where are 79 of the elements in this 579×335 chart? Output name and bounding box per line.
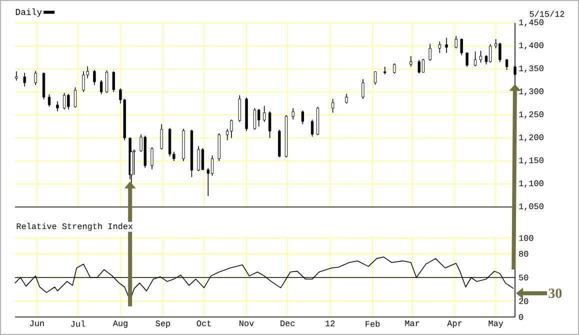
candlestick [197, 146, 200, 172]
candlestick [505, 58, 508, 70]
candlestick [201, 148, 204, 171]
x-tick-label: Apr [447, 320, 462, 328]
candlestick [362, 78, 364, 100]
x-tick-label: Mar [405, 320, 420, 326]
candlestick [105, 70, 108, 94]
y-tick-label: 1,300 [519, 88, 544, 96]
candlestick [93, 70, 96, 86]
candlestick [474, 51, 477, 67]
candlestick [230, 119, 233, 138]
text: 5/15/12 [530, 10, 564, 17]
y-tick-label: 0 [519, 314, 524, 320]
y-tick-label: 1,150 [519, 157, 544, 165]
x-tick-label: 12 [326, 320, 335, 326]
candlestick [257, 108, 260, 127]
x-tick-label: Aug [112, 320, 128, 328]
candlestick [34, 70, 37, 86]
candlestick [393, 63, 396, 74]
legend-label: Daily [16, 8, 42, 17]
candlestick [466, 52, 468, 68]
candlestick [310, 119, 314, 138]
candlestick [384, 66, 386, 75]
candlestick [210, 155, 214, 176]
candlestick [445, 37, 448, 54]
x-tick-label: Dec [280, 320, 295, 326]
x-tick-label: Sep [156, 320, 170, 328]
candlestick [48, 94, 51, 108]
candlestick [262, 105, 266, 122]
candlestick [56, 100, 59, 112]
candlestick [67, 93, 70, 110]
candlestick [454, 35, 458, 49]
x-tick-label: Feb [366, 320, 380, 327]
x-tick-label: Nov [240, 320, 254, 326]
candlestick [374, 70, 377, 86]
candlestick [42, 72, 46, 100]
candlestick [418, 59, 420, 74]
y-tick-label: 100 [519, 235, 534, 241]
candlestick [15, 70, 18, 81]
y-tick-label: 50 [519, 274, 528, 280]
text: 30 [548, 288, 562, 298]
candlestick [479, 50, 482, 63]
candlestick [160, 124, 163, 150]
x-tick-label: Jul [71, 320, 86, 327]
candlestick [410, 56, 412, 68]
candlestick [100, 80, 103, 95]
y-tick-label: 80 [519, 250, 528, 257]
y-tick-label: 1,100 [519, 180, 544, 188]
y-tick-label: 1,450 [519, 19, 544, 27]
candlestick [460, 38, 463, 56]
candlestick [112, 70, 115, 92]
chart-title: Relative Strength Index [16, 222, 133, 231]
candlestick [238, 94, 242, 122]
y-tick-label: 1,050 [519, 203, 544, 211]
candlestick [82, 70, 85, 92]
candlestick [268, 110, 272, 138]
candlestick [292, 108, 294, 120]
candlestick [428, 43, 432, 62]
y-tick-label: 1,400 [519, 42, 544, 50]
candlestick [331, 98, 334, 114]
candlestick [150, 146, 154, 170]
candlestick [218, 133, 220, 162]
x-tick-label: May [488, 320, 504, 328]
x-tick-label: Jun [30, 320, 44, 326]
y-tick-label: 1,350 [519, 65, 544, 73]
candlestick [301, 110, 304, 125]
candlestick [74, 87, 77, 108]
x-tick-label: Oct [196, 320, 211, 326]
candlestick [438, 41, 442, 54]
candlestick [23, 72, 26, 87]
candlestick [489, 44, 492, 63]
candlestick [253, 108, 256, 130]
candlestick [345, 93, 348, 104]
y-tick-label: 1,250 [519, 111, 544, 119]
candlestick [422, 58, 425, 74]
y-tick-label: 20 [519, 298, 528, 304]
y-tick-label: 1,200 [519, 134, 544, 142]
candlestick [62, 92, 66, 110]
candlestick [498, 42, 502, 63]
